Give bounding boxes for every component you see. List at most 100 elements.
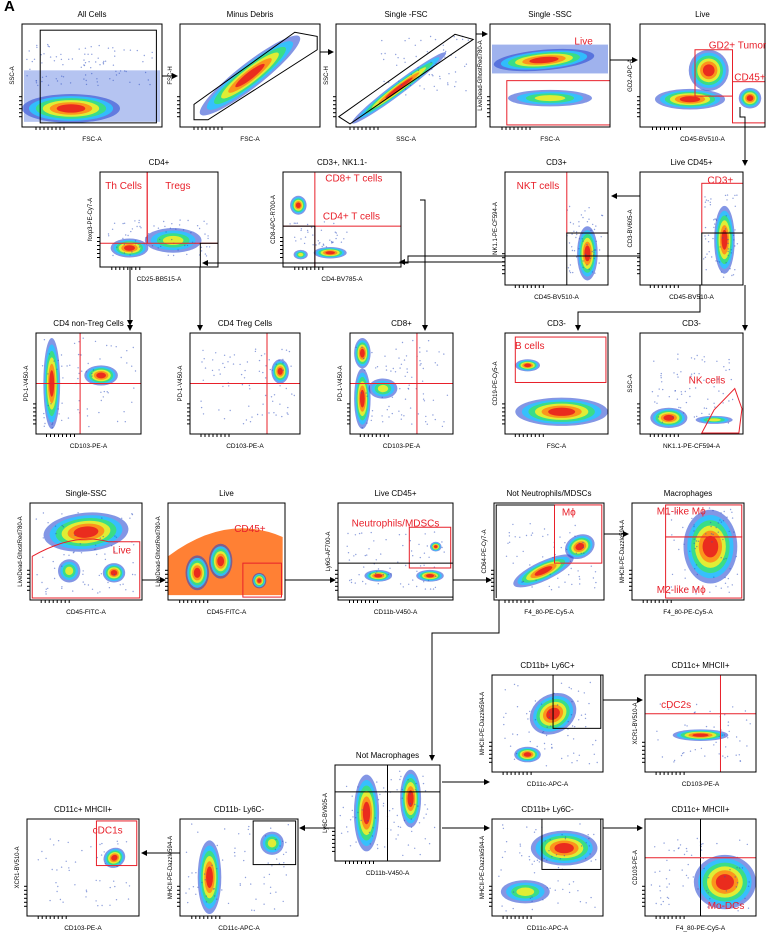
event-dot (654, 846, 656, 848)
event-dot (278, 862, 281, 865)
x-axis-label: CD11b-V450-A (374, 609, 418, 616)
event-dot (567, 720, 569, 723)
event-dot (720, 521, 723, 523)
gate (39, 29, 157, 124)
event-dot (366, 554, 368, 556)
event-dot (595, 225, 597, 227)
plot-border (29, 502, 143, 601)
y-axis-label: foxp3-PE-Cy7-A (88, 198, 94, 241)
event-dot (544, 748, 546, 750)
event-dot (549, 887, 551, 889)
event-dot (133, 544, 135, 546)
event-dot (582, 266, 584, 269)
event-dot (685, 874, 688, 877)
event-dot (286, 412, 288, 414)
event-dot (738, 867, 741, 869)
event-dot (96, 78, 98, 80)
event-dot (654, 401, 656, 403)
event-dot (684, 577, 686, 579)
event-dot (401, 797, 403, 799)
event-dot (716, 360, 718, 362)
event-dot (120, 356, 122, 359)
event-dot (99, 880, 101, 882)
event-dot (410, 73, 413, 76)
event-dot (295, 222, 297, 224)
event-dot (656, 402, 658, 404)
event-dot (102, 396, 105, 398)
event-dot (57, 885, 59, 888)
event-dot (361, 427, 363, 429)
event-dot (55, 882, 57, 884)
event-dot (364, 554, 366, 557)
event-dot (577, 690, 580, 692)
event-dot (100, 854, 103, 856)
event-dot (731, 511, 733, 513)
plot-area (185, 820, 297, 915)
event-dot (392, 808, 394, 810)
plot-border (349, 332, 454, 435)
event-dot (712, 533, 714, 536)
event-dot (694, 387, 697, 389)
event-dot (179, 219, 181, 221)
event-dot (85, 889, 88, 891)
event-dot (363, 566, 365, 568)
density-contour (257, 578, 262, 583)
event-dot (728, 730, 730, 733)
event-dot (377, 847, 379, 850)
event-dot (557, 902, 559, 904)
event-dot (132, 590, 134, 593)
event-dot (705, 407, 708, 410)
plot-border (189, 332, 301, 435)
event-dot (422, 782, 425, 785)
event-dot (355, 553, 357, 556)
plot-border (99, 171, 219, 268)
event-dot (285, 349, 288, 351)
event-dot (717, 522, 719, 524)
event-dot (165, 231, 167, 233)
event-dot (505, 712, 507, 715)
event-dot (448, 73, 450, 75)
flow-arrow (575, 285, 701, 331)
event-dot (572, 881, 575, 883)
event-dot (572, 223, 575, 225)
event-dot (504, 851, 506, 853)
event-dot (596, 761, 598, 764)
event-dot (526, 713, 528, 715)
event-dot (169, 227, 172, 229)
event-dot (464, 65, 466, 68)
event-dot (414, 847, 416, 849)
event-dot (584, 713, 587, 715)
event-dot (590, 565, 592, 567)
event-dot (177, 249, 179, 251)
event-dot (116, 840, 119, 842)
event-dot (505, 910, 507, 912)
event-dot (578, 248, 580, 250)
event-dot (667, 897, 670, 899)
event-dot (395, 348, 397, 350)
event-dot (264, 835, 267, 837)
event-dot (197, 886, 199, 888)
event-dot (129, 517, 131, 519)
event-dot (385, 365, 387, 367)
event-dot (425, 813, 427, 815)
panel-title: Not Macrophages (356, 751, 419, 760)
density-contour (235, 63, 265, 88)
event-dot (461, 38, 464, 41)
event-dot (561, 757, 563, 760)
event-dot (552, 556, 554, 559)
event-dot (713, 576, 715, 578)
event-dot (358, 532, 361, 535)
event-dot (221, 859, 224, 861)
plot-border (179, 23, 321, 128)
event-dot (563, 855, 566, 857)
event-dot (92, 369, 95, 371)
event-dot (55, 532, 57, 535)
event-dot (318, 243, 320, 245)
event-dot (365, 392, 367, 394)
event-dot (536, 859, 539, 861)
event-dot (446, 394, 449, 396)
event-dot (580, 845, 583, 847)
event-dot (384, 52, 386, 55)
y-axis-label: MHCII-PE-Dazzle594-A (168, 836, 174, 899)
event-dot (727, 737, 729, 739)
